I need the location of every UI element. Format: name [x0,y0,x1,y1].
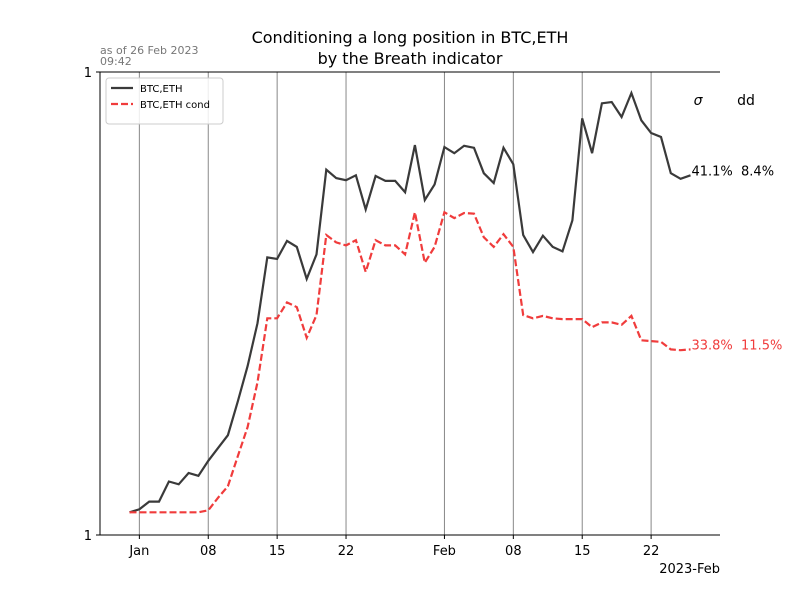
subtitle: as of 26 Feb 2023 [100,44,199,57]
y-tick-label: 1 [84,66,92,81]
series-line [129,89,691,514]
stats-header: dd [737,93,755,109]
x-tick-label: 22 [338,544,355,559]
legend-label: BTC,ETH [140,84,183,95]
x-offset-label: 2023-Feb [659,562,720,577]
series-line [129,210,691,514]
chart-title: Conditioning a long position in BTC,ETH [252,28,569,47]
y-tick-label: 1 [84,529,92,544]
chart-title: by the Breath indicator [318,49,503,68]
x-tick-label: Jan [128,544,149,559]
legend-box [105,77,224,125]
x-tick-label: Feb [433,544,456,559]
subtitle: 09:42 [100,55,132,68]
legend-label: BTC,ETH cond [140,100,210,111]
x-tick-label: 08 [200,544,217,559]
series-annotation: 33.8% 11.5% [691,338,782,353]
stats-header: σ [694,93,704,109]
x-tick-label: 22 [643,544,660,559]
x-tick-label: 08 [505,544,522,559]
x-tick-label: 15 [269,544,286,559]
series-annotation: 41.1% 8.4% [691,164,774,179]
x-tick-label: 15 [574,544,591,559]
